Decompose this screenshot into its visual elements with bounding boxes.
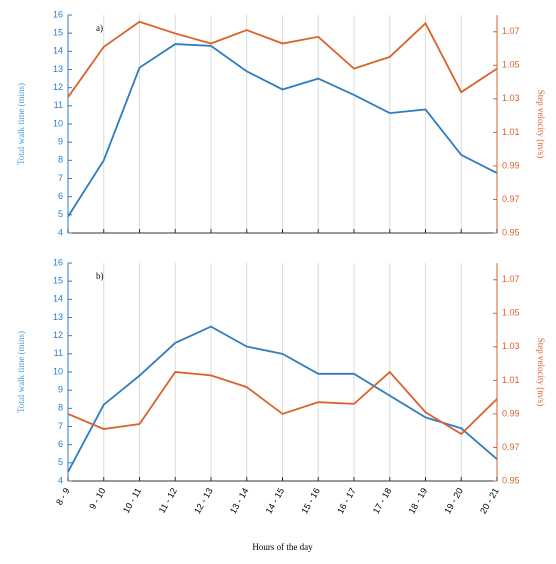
series-line bbox=[67, 20, 498, 98]
y-tick-label: 13 bbox=[53, 64, 63, 74]
y2-axis-label: Step velocity (m/s) bbox=[536, 338, 546, 407]
y-tick-label: 9 bbox=[58, 137, 63, 147]
y-tick-label: 8 bbox=[58, 155, 63, 165]
series-line bbox=[67, 370, 498, 436]
y2-tick-label: 0.99 bbox=[502, 160, 520, 170]
y-tick-label: 9 bbox=[58, 385, 63, 395]
y-tick-label: 12 bbox=[53, 82, 63, 92]
y2-tick-label: 0.95 bbox=[502, 475, 520, 485]
y-tick-label: 16 bbox=[53, 9, 63, 19]
y-tick-label: 12 bbox=[53, 330, 63, 340]
y-tick-label: 16 bbox=[53, 257, 63, 267]
y-tick-label: 10 bbox=[53, 118, 63, 128]
panel-label: a) bbox=[96, 23, 103, 33]
y2-tick-label: 1.03 bbox=[502, 93, 520, 103]
y-tick-label: 6 bbox=[58, 191, 63, 201]
y-tick-label: 11 bbox=[54, 100, 63, 110]
y2-tick-label: 0.97 bbox=[502, 442, 520, 452]
x-tick-label: 11 - 12 bbox=[157, 486, 179, 515]
y-tick-label: 4 bbox=[58, 475, 63, 485]
y-tick-label: 5 bbox=[58, 209, 63, 219]
y-tick-label: 7 bbox=[58, 421, 63, 431]
y2-tick-label: 1.07 bbox=[502, 274, 520, 284]
x-tick-label: 16 - 17 bbox=[335, 486, 358, 515]
y2-tick-label: 0.95 bbox=[502, 227, 520, 237]
x-tick-label: 8 - 9 bbox=[54, 486, 72, 507]
y2-axis-label: Step velocity (m/s) bbox=[536, 90, 546, 159]
x-tick-label: 18 - 19 bbox=[407, 486, 430, 515]
y-tick-label: 4 bbox=[58, 227, 63, 237]
y-axis-label: Total walk time (mins) bbox=[16, 331, 26, 413]
x-tick-label: 13 - 14 bbox=[228, 486, 251, 515]
x-tick-label: 10 - 11 bbox=[121, 486, 143, 515]
y-tick-label: 8 bbox=[58, 403, 63, 413]
series-line bbox=[67, 43, 498, 218]
x-tick-label: 12 - 13 bbox=[192, 486, 215, 515]
y2-tick-label: 0.99 bbox=[502, 408, 520, 418]
y-tick-label: 7 bbox=[58, 173, 63, 183]
y-tick-label: 5 bbox=[58, 457, 63, 467]
y2-tick-label: 1.01 bbox=[502, 375, 520, 385]
x-tick-label: 19 - 20 bbox=[442, 486, 465, 515]
x-tick-label: 20 - 21 bbox=[478, 486, 501, 515]
y-tick-label: 14 bbox=[53, 294, 63, 304]
y-tick-label: 13 bbox=[53, 312, 63, 322]
y-tick-label: 15 bbox=[53, 276, 63, 286]
panel-label: b) bbox=[96, 271, 104, 281]
y2-tick-label: 1.05 bbox=[502, 308, 520, 318]
y-tick-label: 6 bbox=[58, 439, 63, 449]
x-tick-label: 17 - 18 bbox=[371, 486, 394, 515]
y-tick-label: 10 bbox=[53, 366, 63, 376]
y-tick-label: 15 bbox=[53, 28, 63, 38]
y2-tick-label: 1.03 bbox=[502, 341, 520, 351]
x-tick-label: 14 - 15 bbox=[264, 486, 287, 515]
y2-tick-label: 1.07 bbox=[502, 26, 520, 36]
y2-tick-label: 0.97 bbox=[502, 194, 520, 204]
y2-tick-label: 1.01 bbox=[502, 127, 520, 137]
series-line bbox=[67, 325, 498, 473]
y2-tick-label: 1.05 bbox=[502, 60, 520, 70]
y-tick-label: 14 bbox=[53, 46, 63, 56]
y-tick-label: 11 bbox=[54, 348, 63, 358]
x-tick-label: 15 - 16 bbox=[299, 486, 322, 515]
x-axis-label: Hours of the day bbox=[252, 542, 313, 552]
x-tick-label: 9 - 10 bbox=[87, 486, 107, 511]
y-axis-label: Total walk time (mins) bbox=[16, 83, 26, 165]
